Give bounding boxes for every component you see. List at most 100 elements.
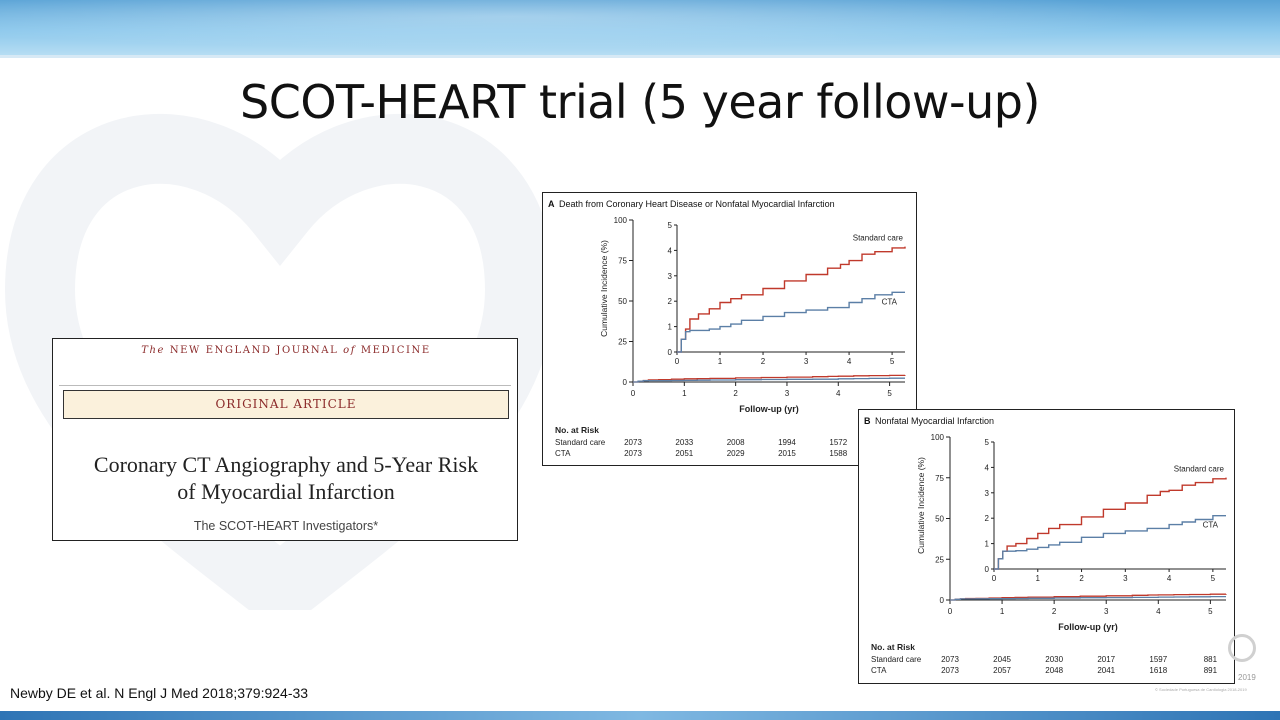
- chart-a-inset-x-tick-label: 0: [675, 357, 680, 366]
- logo-year: 2019: [1238, 673, 1256, 682]
- chart-a-inset-x-tick-label: 1: [718, 357, 723, 366]
- chart-a-x-tick-label: 3: [785, 389, 790, 398]
- chart-a-inset-y-tick-label: 1: [668, 323, 673, 332]
- chart-b-series-cta: [994, 515, 1226, 570]
- chart-b-svg: B Nonfatal Myocardial Infarction025507510…: [864, 416, 1227, 675]
- chart-b-y-axis-label: Cumulative Incidence (%): [916, 457, 926, 554]
- chart-a-inset-x-tick-label: 3: [804, 357, 809, 366]
- chart-a-x-tick-label: 0: [631, 389, 636, 398]
- chart-b-inset-y-tick-label: 1: [985, 540, 990, 549]
- chart-a-y-axis-label: Cumulative Incidence (%): [599, 240, 609, 337]
- chart-b-x-tick-label: 0: [948, 607, 953, 616]
- chart-b-x-tick-label: 4: [1156, 607, 1161, 616]
- banner-glow: [0, 0, 1280, 55]
- chart-b-panel-letter: B: [864, 416, 871, 426]
- chart-b-x-tick-label: 5: [1208, 607, 1213, 616]
- journal-name-main: NEW ENGLAND JOURNAL: [169, 345, 339, 356]
- society-logo: [1228, 634, 1256, 662]
- chart-b-risk-value: 2045: [993, 655, 1011, 664]
- chart-panel-a: A Death from Coronary Heart Disease or No…: [542, 192, 917, 466]
- chart-a-risk-row-label: CTA: [555, 449, 571, 458]
- chart-b-inset-x-tick-label: 0: [992, 574, 997, 583]
- chart-b-series-label-cta: CTA: [1203, 521, 1219, 530]
- chart-a-risk-row-label: Standard care: [555, 438, 606, 447]
- chart-b-inset-x-tick-label: 1: [1036, 574, 1041, 583]
- chart-b-risk-value: 891: [1204, 666, 1218, 675]
- background-heart-shape: [4, 113, 556, 610]
- slide-title: SCOT-HEART trial (5 year follow-up): [240, 75, 1040, 129]
- chart-b-inset-y-tick-label: 2: [985, 514, 990, 523]
- citation: Newby DE et al. N Engl J Med 2018;379:92…: [10, 685, 309, 701]
- chart-a-x-tick-label: 4: [836, 389, 841, 398]
- top-banner: [0, 0, 1280, 55]
- journal-name-of: of: [343, 345, 357, 356]
- journal-name-the: The: [141, 345, 166, 356]
- chart-a-panel-letter: A: [548, 199, 555, 209]
- chart-b-y-tick-label: 50: [935, 515, 944, 524]
- chart-a-x-tick-label: 5: [887, 389, 892, 398]
- chart-a-risk-value: 2073: [624, 449, 642, 458]
- chart-b-y-tick-label: 75: [935, 474, 944, 483]
- chart-a-y-tick-label: 50: [618, 297, 627, 306]
- paper-title: Coronary CT Angiography and 5-Year Risk …: [53, 451, 519, 505]
- chart-a-inset-y-tick-label: 5: [668, 221, 673, 230]
- chart-a-series-label-standard-care: Standard care: [853, 234, 904, 243]
- chart-a-inset-y-tick-label: 3: [668, 272, 673, 281]
- chart-a-risk-value: 1994: [778, 438, 796, 447]
- chart-a-x-tick-label: 2: [733, 389, 738, 398]
- chart-a-y-tick-label: 100: [614, 216, 628, 225]
- chart-b-risk-value: 1597: [1149, 655, 1167, 664]
- chart-b-risk-value: 2041: [1097, 666, 1115, 675]
- chart-b-main-series-cta: [950, 595, 1226, 601]
- logo-copyright: © Sociedade Portuguesa de Cardiologia 20…: [1155, 687, 1247, 692]
- chart-b-title: Nonfatal Myocardial Infarction: [875, 416, 994, 426]
- bottom-bar: [0, 711, 1280, 720]
- chart-a-inset-x-tick-label: 2: [761, 357, 766, 366]
- chart-a-risk-header: No. at Risk: [555, 425, 599, 435]
- chart-a-risk-value: 1588: [829, 449, 847, 458]
- chart-a-inset-y-tick-label: 4: [668, 246, 673, 255]
- chart-b-y-tick-label: 0: [940, 596, 945, 605]
- chart-b-risk-value: 2073: [941, 655, 959, 664]
- chart-a-risk-value: 2015: [778, 449, 796, 458]
- chart-a-title: Death from Coronary Heart Disease or Non…: [559, 199, 835, 209]
- chart-b-risk-value: 2048: [1045, 666, 1063, 675]
- chart-a-main-series-cta: [633, 377, 905, 383]
- chart-b-inset-x-tick-label: 3: [1123, 574, 1128, 583]
- chart-b-x-tick-label: 1: [1000, 607, 1005, 616]
- chart-b-risk-row-label: Standard care: [871, 655, 922, 664]
- chart-b-inset-y-tick-label: 0: [985, 565, 990, 574]
- chart-b-risk-value: 2017: [1097, 655, 1115, 664]
- chart-a-inset-y-tick-label: 0: [668, 348, 673, 357]
- chart-a-series-standard-care: [677, 246, 906, 353]
- paper-title-line2: of Myocardial Infarction: [177, 479, 395, 504]
- nejm-article-card: The NEW ENGLAND JOURNAL of MEDICINE ORIG…: [52, 338, 518, 541]
- chart-a-inset-x-tick-label: 4: [847, 357, 852, 366]
- paper-title-line1: Coronary CT Angiography and 5-Year Risk: [93, 452, 479, 477]
- chart-b-risk-value: 2073: [941, 666, 959, 675]
- chart-a-inset-x-tick-label: 5: [890, 357, 895, 366]
- chart-a-main-series-standard-care: [633, 374, 906, 383]
- chart-b-y-tick-label: 25: [935, 555, 944, 564]
- chart-b-inset-x-tick-label: 4: [1167, 574, 1172, 583]
- chart-a-y-tick-label: 25: [618, 338, 627, 347]
- chart-a-risk-value: 2008: [727, 438, 745, 447]
- chart-b-series-standard-care: [994, 477, 1227, 570]
- chart-b-risk-value: 2030: [1045, 655, 1063, 664]
- chart-b-risk-header: No. at Risk: [871, 642, 915, 652]
- chart-b-inset-x-tick-label: 2: [1079, 574, 1084, 583]
- chart-a-x-tick-label: 1: [682, 389, 687, 398]
- chart-a-y-tick-label: 0: [623, 378, 628, 387]
- chart-b-risk-value: 881: [1204, 655, 1218, 664]
- chart-b-inset-y-tick-label: 4: [985, 463, 990, 472]
- chart-b-x-tick-label: 3: [1104, 607, 1109, 616]
- chart-a-risk-value: 2073: [624, 438, 642, 447]
- chart-a-series-cta: [677, 291, 905, 353]
- chart-a-svg: A Death from Coronary Heart Disease or No…: [548, 199, 906, 458]
- chart-b-inset-x-tick-label: 5: [1211, 574, 1216, 583]
- chart-panel-b: B Nonfatal Myocardial Infarction 0 25 50 75 10…: [858, 409, 1235, 684]
- chart-b-inset-y-tick-label: 5: [985, 438, 990, 447]
- paper-authors: The SCOT-HEART Investigators*: [193, 519, 379, 533]
- chart-a-risk-value: 2029: [727, 449, 745, 458]
- banner-divider: [0, 55, 1280, 58]
